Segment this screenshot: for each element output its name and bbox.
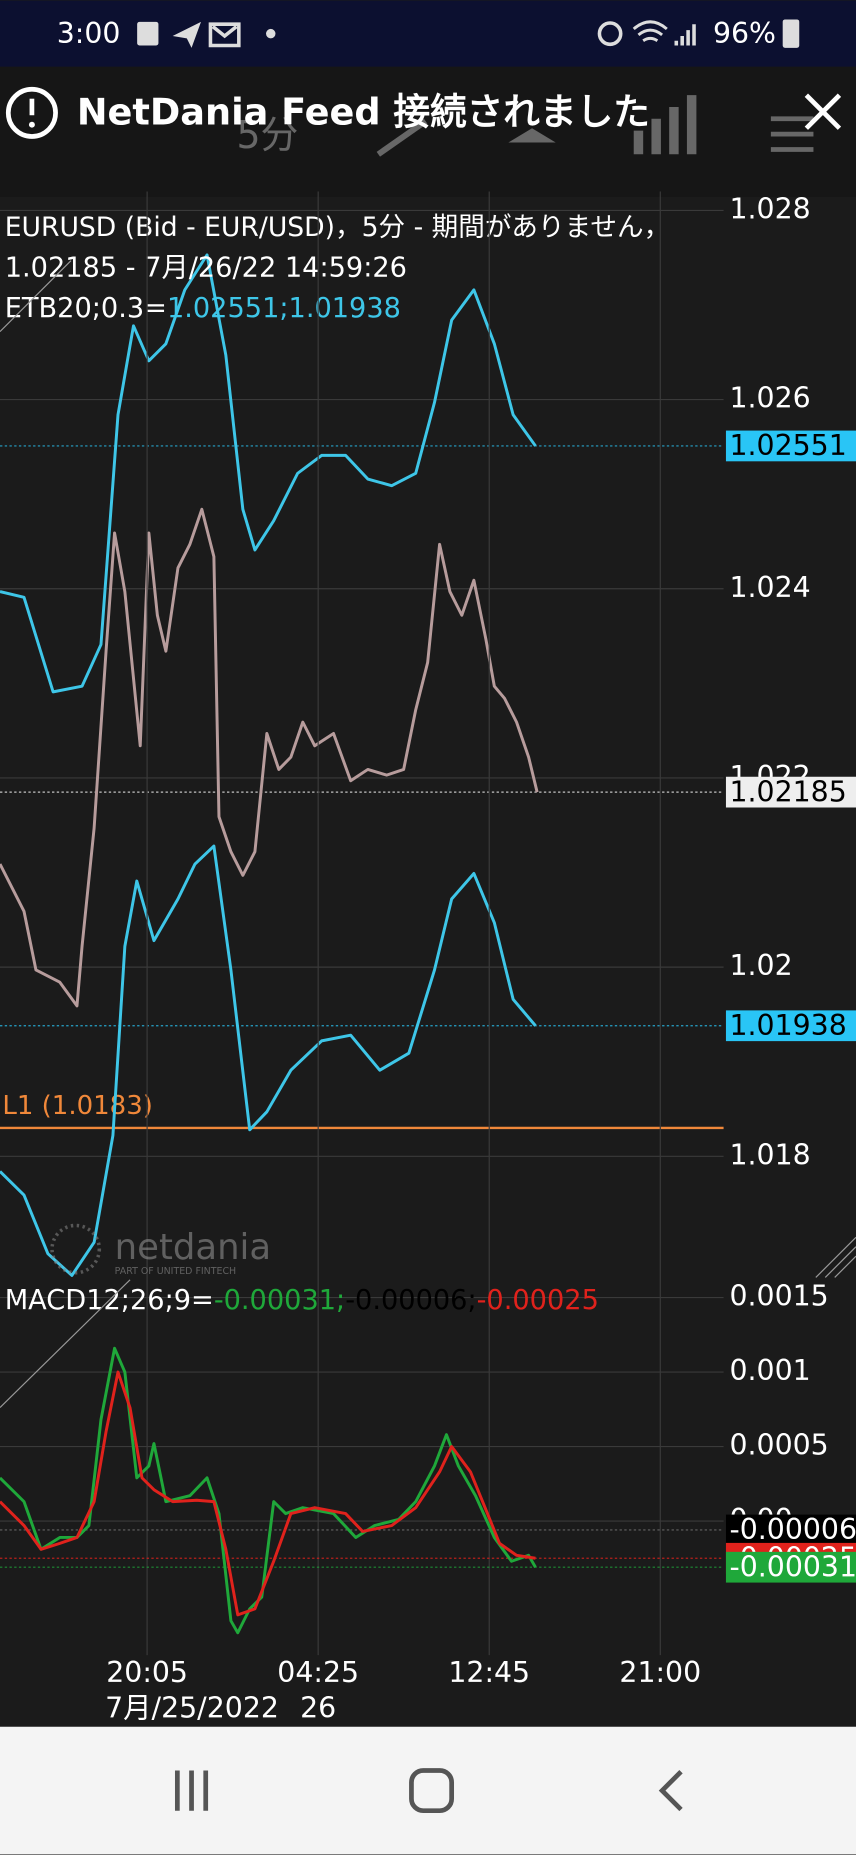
status-icon — [172, 21, 201, 48]
status-icon — [208, 22, 241, 48]
y-tick-label: 0.001 — [729, 1354, 810, 1387]
x-tick-label: 21:00 — [619, 1656, 701, 1689]
watermark-tagline: PART OF UNITED FINTECH — [115, 1266, 236, 1277]
x-tick-label: 12:45 — [448, 1656, 530, 1689]
nav-bar — [0, 1726, 856, 1855]
notification-close[interactable] — [804, 93, 842, 130]
title-value: -0.00031; — [214, 1284, 345, 1315]
watermark-brand: netdania — [115, 1227, 271, 1268]
marker-box — [725, 1010, 856, 1042]
y-tick-label: 1.026 — [729, 382, 810, 415]
marker-label: 1.01938 — [729, 1009, 846, 1042]
indicator-legend: ETB20;0.3=1.02551;1.01938 — [5, 293, 401, 324]
marker-label: 1.02185 — [729, 775, 846, 808]
status-icon — [674, 24, 696, 46]
status-icon — [632, 20, 668, 43]
marker-box — [725, 776, 856, 808]
y-tick-label: 0.0015 — [729, 1280, 828, 1313]
toolbar-interval[interactable]: 5分 — [236, 113, 298, 157]
toolbar — [0, 66, 856, 197]
status-battery: 96% — [713, 17, 776, 50]
marker-box — [725, 1514, 856, 1546]
y-tick-label: 0.0005 — [729, 1429, 828, 1462]
y-tick-label: 1.02 — [729, 949, 792, 982]
date-label: 26 — [300, 1691, 336, 1724]
series-line — [0, 844, 537, 1277]
chart-title: EURUSD (Bid - EUR/USD)，5分 - 期間がありません， — [5, 212, 670, 243]
x-tick-label: 20:05 — [106, 1656, 188, 1689]
toolbar-draw[interactable] — [376, 118, 428, 157]
chart-title: MACD12;26;9=-0.00031;-0.00006;-0.00025 — [5, 1284, 599, 1315]
nav-recent[interactable] — [174, 1770, 209, 1811]
y-tick-label: 1.018 — [729, 1138, 810, 1171]
toolbar-indicators[interactable] — [633, 95, 697, 155]
indicator-values: 1.02551;1.01938 — [167, 293, 401, 324]
marker-box — [725, 430, 856, 462]
toolbar-icons: 5分 — [236, 95, 814, 157]
status-time: 3:00 — [57, 17, 121, 50]
series-line — [0, 1370, 536, 1617]
indicator-label: ETB20;0.3= — [5, 293, 167, 324]
y-tick-label: 1.024 — [729, 571, 810, 604]
series-line — [0, 253, 537, 694]
date-label: 7月/25/2022 — [105, 1691, 279, 1724]
nav-back[interactable] — [658, 1770, 683, 1812]
x-tick-label: 04:25 — [277, 1656, 359, 1689]
toolbar-type[interactable] — [508, 128, 556, 143]
toolbar-menu[interactable] — [770, 116, 814, 152]
watermark-logo — [50, 1223, 102, 1275]
resize-handle[interactable] — [0, 1279, 131, 1408]
marker-label: -0.00006 — [729, 1513, 856, 1546]
status-icon — [597, 21, 623, 47]
notification-text: NetDania Feed 接続されました — [77, 91, 650, 134]
y-tick-label: 1.028 — [729, 192, 810, 225]
marker-label: -0.00031 — [729, 1550, 856, 1583]
panel-handle — [0, 260, 72, 333]
level-label: L1 (1.0183) — [2, 1091, 153, 1121]
series-line — [0, 507, 539, 1008]
title-value: -0.00006; — [345, 1284, 476, 1315]
resize-handle[interactable] — [815, 1236, 856, 1278]
marker-box — [725, 1551, 856, 1583]
nav-home[interactable] — [409, 1768, 455, 1814]
status-icon — [137, 21, 159, 46]
series-line — [0, 1346, 537, 1635]
battery-icon — [782, 19, 800, 48]
title-value: -0.00025 — [477, 1284, 599, 1315]
chart-subtitle: 1.02185 - 7月/26/22 14:59:26 — [5, 252, 407, 283]
chart-panel: 0.000.00050.0010.001520:0504:2512:4521:0… — [0, 191, 856, 1724]
notification-icon — [5, 86, 58, 139]
watermark: netdania PART OF UNITED FINTECH — [50, 1223, 271, 1277]
notification-icon — [28, 121, 35, 128]
status-icon — [266, 28, 276, 39]
marker-label: 1.02551 — [729, 429, 846, 462]
